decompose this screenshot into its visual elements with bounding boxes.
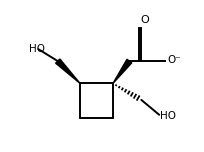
Text: O⁻: O⁻	[167, 55, 180, 65]
Text: HO: HO	[159, 111, 175, 121]
Text: HO: HO	[29, 44, 45, 54]
Text: O: O	[140, 15, 148, 25]
Polygon shape	[112, 59, 131, 83]
Polygon shape	[55, 59, 80, 83]
